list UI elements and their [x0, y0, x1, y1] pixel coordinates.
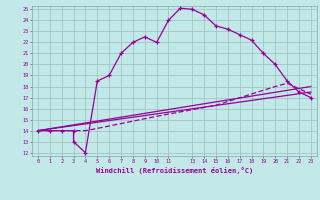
X-axis label: Windchill (Refroidissement éolien,°C): Windchill (Refroidissement éolien,°C) [96, 167, 253, 174]
